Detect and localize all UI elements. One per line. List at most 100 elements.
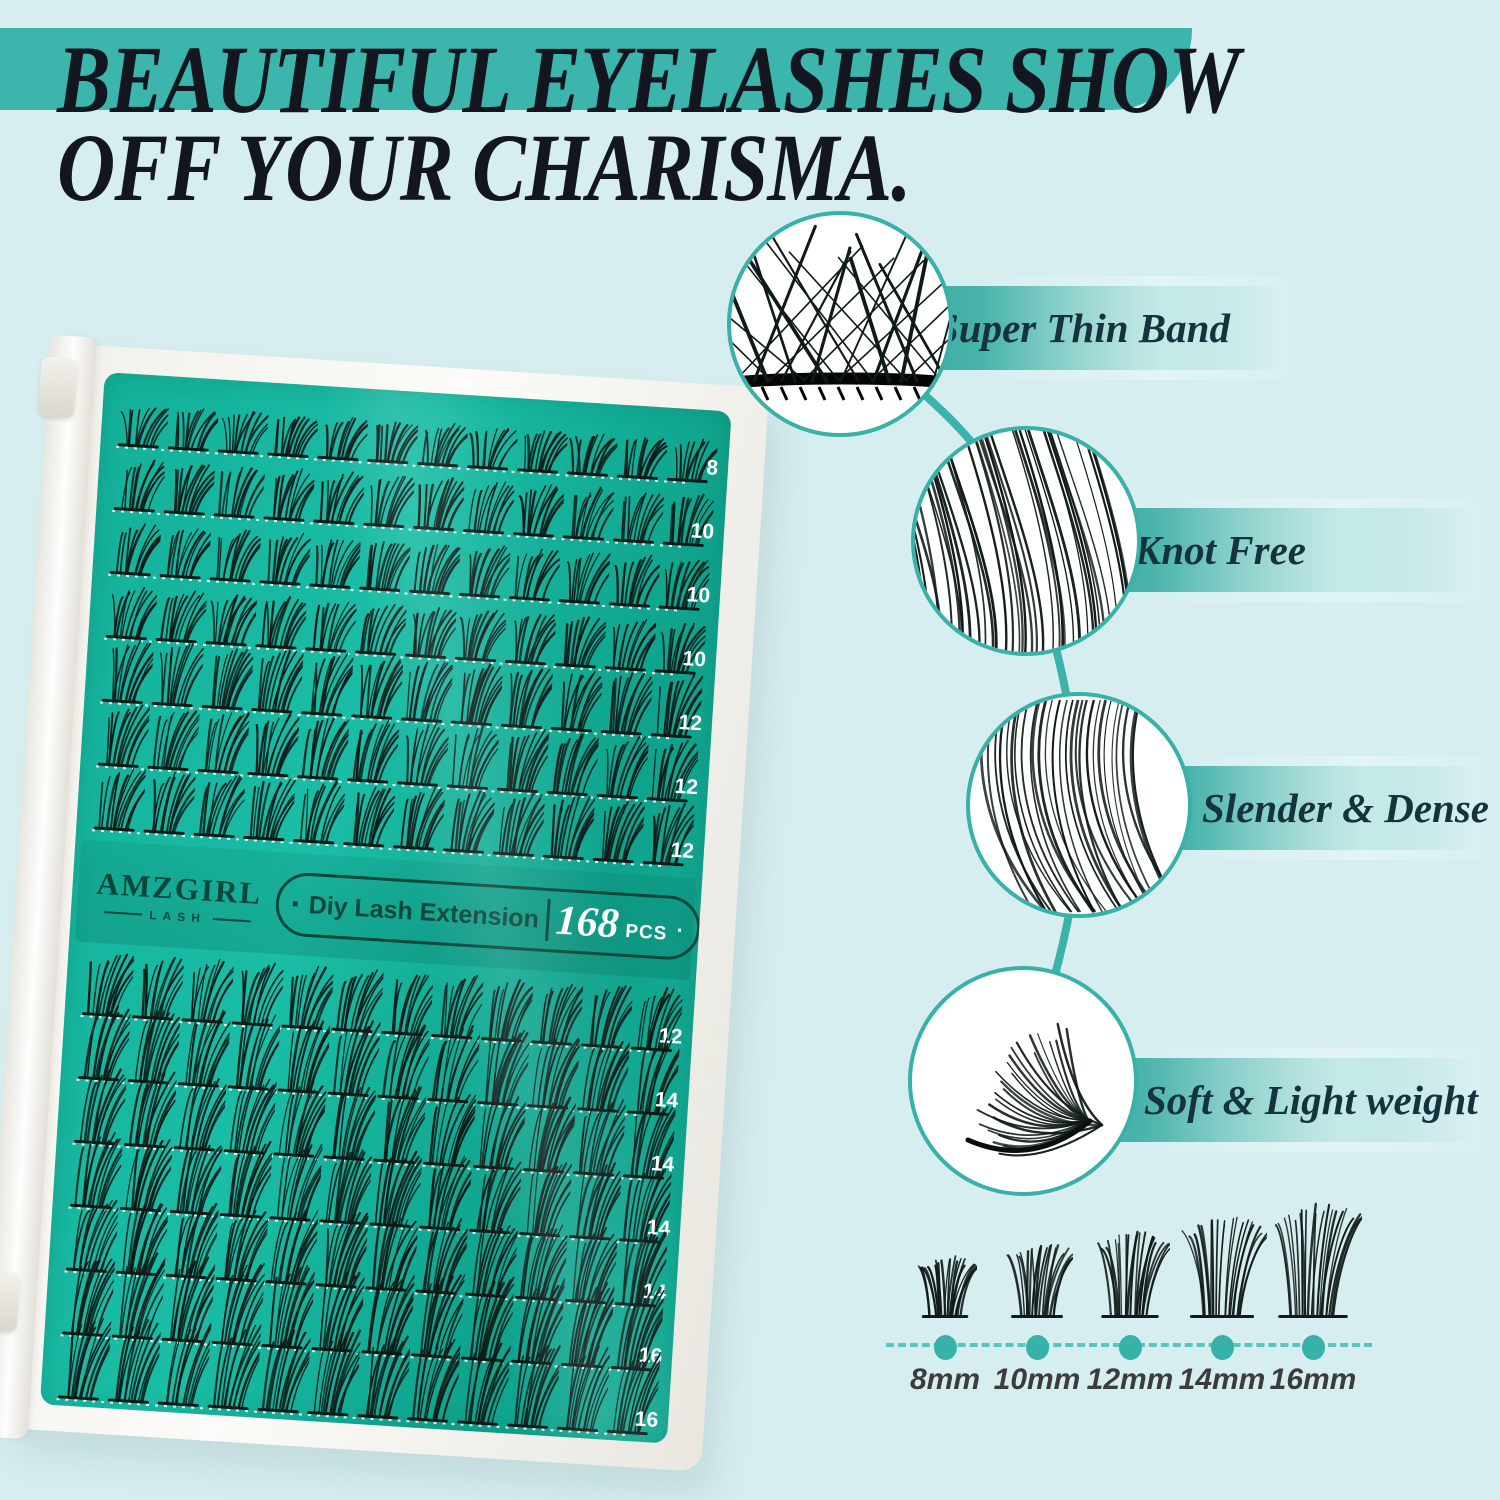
tray-row: 12 — [88, 767, 696, 870]
lash-cluster — [417, 423, 469, 468]
headline-line1: BEAUTIFUL EYELASHES SHOW — [57, 26, 1240, 133]
tray-row: 10 — [104, 513, 711, 615]
lash-cluster — [610, 1286, 665, 1372]
lash-cluster — [265, 1209, 320, 1287]
lash-cluster — [69, 1132, 124, 1210]
lash-cluster — [564, 1226, 619, 1305]
tray-row: 14 — [72, 1005, 681, 1120]
zip-slider-top — [37, 356, 78, 419]
macro-lash-cluster-side — [965, 1022, 1104, 1157]
lash-cluster — [173, 1076, 228, 1153]
lash-cluster — [217, 411, 269, 456]
lash-cluster — [600, 672, 654, 737]
lash-cluster — [215, 1208, 270, 1283]
size-marker-dot — [1211, 1335, 1234, 1360]
tray-row-size-label: 12 — [673, 774, 699, 800]
lash-cluster — [492, 792, 546, 858]
lash-cluster — [205, 594, 258, 648]
brand-rule-left — [104, 910, 143, 916]
size-label: 12mm — [1086, 1363, 1174, 1396]
lash-cluster — [231, 962, 285, 1028]
lash-cluster — [177, 1009, 232, 1089]
lash-cluster — [523, 1096, 577, 1175]
lash-cluster — [123, 1071, 178, 1149]
tray-row: 8 — [112, 385, 719, 487]
lash-cluster — [367, 421, 419, 465]
tray-row-size-label: 10 — [681, 647, 707, 672]
lash-cluster — [469, 1157, 523, 1235]
lash-cluster — [351, 654, 404, 721]
callout-circle-soft-lightweight — [908, 966, 1138, 1196]
tray-row: 14 — [64, 1132, 673, 1247]
lash-cluster — [101, 639, 155, 705]
lash-cluster — [309, 539, 362, 590]
lash-cluster — [207, 1324, 262, 1411]
macro-lash-sweep — [979, 699, 1188, 913]
lash-cluster — [519, 1162, 573, 1238]
tray-row: 12 — [92, 704, 700, 806]
headline-accent-band — [0, 28, 1192, 110]
lash-cluster — [419, 1155, 473, 1232]
brand-sub-label: LASH — [148, 907, 207, 926]
size-sample-cluster — [1006, 1243, 1073, 1318]
lash-cluster — [213, 466, 266, 520]
lash-cluster — [181, 959, 235, 1025]
lash-cluster — [622, 1105, 677, 1181]
lash-cluster — [577, 1039, 631, 1114]
lash-cluster — [554, 616, 607, 669]
callout-circle-slender-dense — [966, 692, 1192, 918]
lash-cluster — [151, 643, 205, 708]
callout-circle-super-thin-band — [727, 211, 953, 437]
lash-cluster — [642, 802, 696, 867]
lash-cluster — [572, 1099, 627, 1178]
tray-row: 10 — [108, 449, 715, 551]
lash-cluster — [517, 430, 569, 475]
lash-cluster — [155, 590, 208, 644]
lash-cluster — [201, 648, 255, 711]
lash-cluster — [169, 1140, 224, 1216]
size-sample-cluster — [1097, 1230, 1170, 1318]
tray-row: 12 — [96, 639, 704, 742]
tray-row: 14 — [68, 1068, 677, 1184]
lash-cluster — [562, 486, 615, 542]
lash-cluster — [327, 1020, 382, 1098]
lash-cluster — [347, 719, 400, 785]
lash-cluster — [397, 722, 450, 788]
lash-cluster — [401, 661, 454, 724]
lash-cluster — [427, 1025, 481, 1104]
tray-row-size-label: 10 — [685, 583, 711, 608]
lash-cluster — [82, 953, 135, 1018]
lash-cluster — [568, 1162, 623, 1242]
lash-cluster — [223, 1078, 278, 1156]
lash-cluster — [267, 416, 319, 459]
lash-cluster — [650, 674, 704, 740]
lash-cluster — [596, 735, 650, 800]
lash-cluster — [263, 468, 316, 523]
lash-cluster — [592, 800, 646, 864]
lash-cluster — [131, 956, 185, 1022]
lash-cluster — [646, 740, 700, 803]
lash-cluster — [393, 785, 446, 852]
lash-cluster — [247, 712, 301, 778]
tray-row-size-label: 12 — [669, 838, 695, 864]
pill-prefix-dot: · — [289, 884, 303, 924]
lash-cluster — [606, 1351, 661, 1436]
feature-label-soft-lightweight: Soft & Light weight — [1144, 1077, 1478, 1123]
lash-cluster — [431, 974, 484, 1040]
lash-cluster — [113, 459, 166, 513]
macro-lash-strands — [915, 430, 1133, 652]
lash-cluster — [546, 733, 600, 797]
lash-cluster — [107, 1318, 162, 1405]
lash-tray-case: AMZGIRL LASH · Diy Lash Extension 168 PC… — [0, 334, 770, 1472]
tray-row: 10 — [100, 577, 707, 679]
size-marker-dot — [1302, 1335, 1325, 1360]
lash-cluster — [612, 492, 665, 545]
lash-cluster — [542, 795, 596, 861]
lash-cluster — [465, 1224, 519, 1299]
lash-cluster — [618, 1168, 673, 1245]
lash-cluster — [496, 728, 550, 794]
lash-cluster — [666, 438, 718, 484]
size-sample-cluster — [1181, 1216, 1267, 1318]
brand-name: AMZGIRL — [95, 865, 264, 911]
tray-row-size-label: 12 — [677, 710, 703, 736]
